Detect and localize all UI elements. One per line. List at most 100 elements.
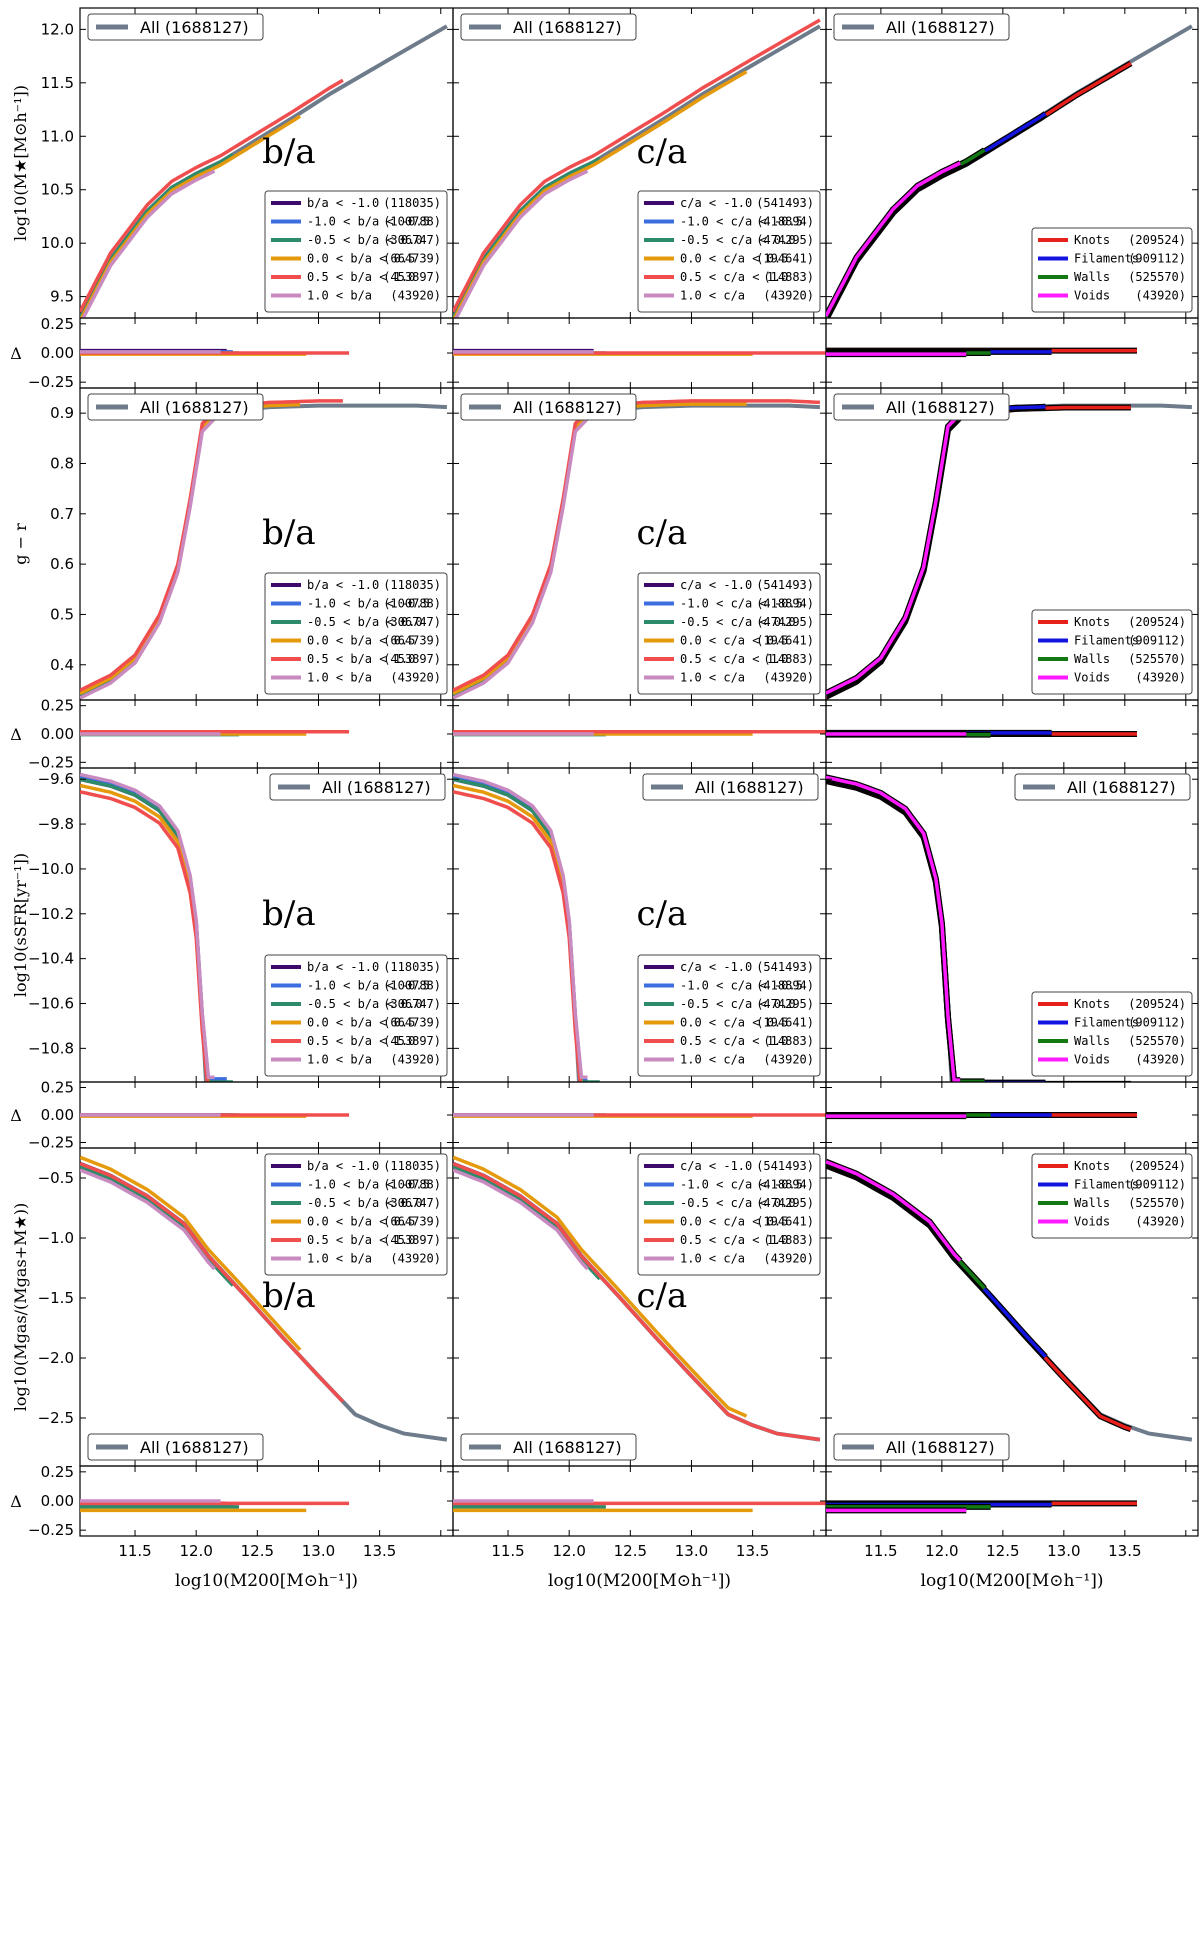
series-line [80, 114, 302, 318]
y-tick-label: 12.0 [41, 20, 74, 38]
x-tick-label: 13.5 [736, 1542, 769, 1560]
legend-entry-count: (14883) [763, 1233, 814, 1247]
delta-panel-ssfr-ca [452, 1081, 827, 1149]
panel-curves [80, 399, 447, 700]
delta-curves [80, 729, 350, 737]
legend-entry-label: 0.5 < b/a < 1.0 [307, 270, 415, 284]
y-tick-label: −9.6 [38, 770, 74, 788]
delta-tick-label: 0.25 [41, 315, 74, 333]
delta-axis-label: Δ [10, 1492, 22, 1511]
legend-entry-label: Filaments [1074, 1178, 1139, 1192]
delta-tick-label: 0.25 [41, 1463, 74, 1481]
delta-panel-mstar-ba: −0.25 0.00 0.25 Δ [10, 315, 454, 391]
x-tick-label: 11.5 [864, 1542, 897, 1560]
series-line [826, 1160, 962, 1262]
legend-entry-label: 0.5 < c/a < 1.0 [680, 270, 788, 284]
panel-gr-env: All (1688127) Knots (209524) Filaments(9091… [825, 387, 1199, 701]
legend-entry-label: c/a < -1.0 [680, 196, 752, 210]
delta-curves [80, 1499, 350, 1513]
legend-all: All (1688127) [269, 773, 446, 801]
legend-box [264, 190, 448, 313]
panel-gr-ba: 0.4 0.5 0.6 0.7 0.8 0.9 b/a All (1688127) b/a < … [50, 387, 454, 701]
legend-entry-label: 0.0 < b/a < 0.5 [307, 1016, 415, 1030]
legend-all-box [833, 1433, 1010, 1461]
legend-entry-label: -1.0 < c/a < -0.5 [680, 979, 803, 993]
y-tick-label: −10.8 [28, 1039, 74, 1057]
series-line [81, 169, 216, 318]
y-axis-label: log10(Mgas/(Mgas+M★)) [11, 1203, 30, 1412]
legend-entry-count: (525570) [1128, 1034, 1186, 1048]
series-line [453, 1165, 602, 1281]
legend-entry-label: -1.0 < c/a < -0.5 [680, 215, 803, 229]
legend-box [264, 954, 448, 1077]
y-tick-label: 0.8 [50, 454, 74, 472]
legend-entry-label: -1.0 < b/a < -0.5 [307, 1178, 430, 1192]
x-tick-label: 13.5 [363, 1542, 396, 1560]
legend-entry-count: (306747) [383, 233, 441, 247]
legend-entry-count: (525570) [1128, 1196, 1186, 1210]
panel-column-label: b/a [262, 513, 316, 553]
x-tick-label: 13.0 [1047, 1542, 1080, 1560]
legend-all-label: All (1688127) [1067, 778, 1176, 797]
legend-all-label: All (1688127) [695, 778, 804, 797]
legend-entry-label: -0.5 < c/a < 0.0 [680, 997, 796, 1011]
legend-entry-count: (474295) [756, 233, 814, 247]
legend-all-box [833, 13, 1010, 41]
legend-entry-count: (43920) [763, 1252, 814, 1266]
legend-entry-count: (525570) [1128, 652, 1186, 666]
delta-curves [453, 348, 826, 356]
legend-entry-count: (664739) [383, 1215, 441, 1229]
legend-entry-label: -1.0 < b/a < -0.5 [307, 597, 430, 611]
delta-tick-label: 0.25 [41, 697, 74, 715]
legend-entry-count: (100788) [383, 1178, 441, 1192]
legend-entry-count: (194641) [756, 252, 814, 266]
panel-column-label: c/a [636, 132, 687, 172]
y-tick-label: 0.5 [50, 605, 74, 623]
x-axis-label: log10(M200[M⊙h⁻¹]) [548, 1571, 731, 1591]
legend-all: All (1688127) [87, 13, 264, 41]
panel-ssfr-ca: c/a All (1688127) c/a < -1.0 (541493) -1.0 <… [452, 767, 827, 1083]
legend-entry-count: (14883) [763, 1034, 814, 1048]
legend-entry-label: 1.0 < c/a [680, 289, 745, 303]
legend-entry-count: (43920) [763, 1053, 814, 1067]
legend-entry-count: (43920) [1135, 289, 1186, 303]
legend-classes: c/a < -1.0 (541493) -1.0 < c/a < -0.5(4188… [637, 954, 821, 1077]
y-tick-label: 0.7 [50, 505, 74, 523]
panel-mstar-ca: c/a All (1688127) c/a < -1.0 (541493) -1.0 <… [452, 7, 827, 319]
panel-gas-env: All (1688127) Knots (209524) Filaments(9091… [825, 1147, 1199, 1467]
delta-curves [80, 1113, 350, 1118]
legend-box [637, 190, 821, 313]
x-tick-label: 12.0 [552, 1542, 585, 1560]
delta-panel-gas-ba: −0.25 0.00 0.25 Δ [10, 1463, 454, 1539]
legend-all-label: All (1688127) [886, 18, 995, 37]
legend-entry-count: (43920) [1135, 1215, 1186, 1229]
legend-box [1031, 1153, 1193, 1239]
legend-entry-count: (541493) [756, 578, 814, 592]
legend-entry-count: (209524) [1128, 233, 1186, 247]
legend-classes: b/a < -1.0 (118035) -1.0 < b/a < -0.5(1007… [264, 954, 448, 1077]
x-tick-label: 11.5 [118, 1542, 151, 1560]
legend-entry-label: 1.0 < c/a [680, 671, 745, 685]
legend-all-label: All (1688127) [140, 398, 249, 417]
legend-all-box [1014, 773, 1191, 801]
y-tick-label: −0.5 [38, 1169, 74, 1187]
panel-curves [826, 1158, 1193, 1442]
legend-entry-label: Knots [1074, 1159, 1110, 1173]
legend-entry-label: 0.0 < b/a < 0.5 [307, 1215, 415, 1229]
series-line [80, 1165, 235, 1287]
delta-axis-label: Δ [10, 725, 22, 744]
legend-box [637, 1153, 821, 1276]
legend-all-box [460, 1433, 637, 1461]
y-tick-label: −10.2 [28, 905, 74, 923]
legend-entry-label: 0.5 < b/a < 1.0 [307, 1233, 415, 1247]
legend-all: All (1688127) [1014, 773, 1191, 801]
legend-box [637, 954, 821, 1077]
panel-ssfr-ba: −10.8 −10.6 −10.4 −10.2 −10.0 −9.8 −9.6 b/a All … [28, 767, 454, 1083]
legend-all: All (1688127) [833, 393, 1010, 421]
legend-entry-count: (118035) [383, 578, 441, 592]
legend-entry-count: (194641) [756, 1016, 814, 1030]
series-line [453, 70, 748, 318]
legend-entry-label: -1.0 < b/a < -0.5 [307, 979, 430, 993]
legend-entry-count: (306747) [383, 1196, 441, 1210]
x-axis-label: log10(M200[M⊙h⁻¹]) [921, 1571, 1104, 1591]
